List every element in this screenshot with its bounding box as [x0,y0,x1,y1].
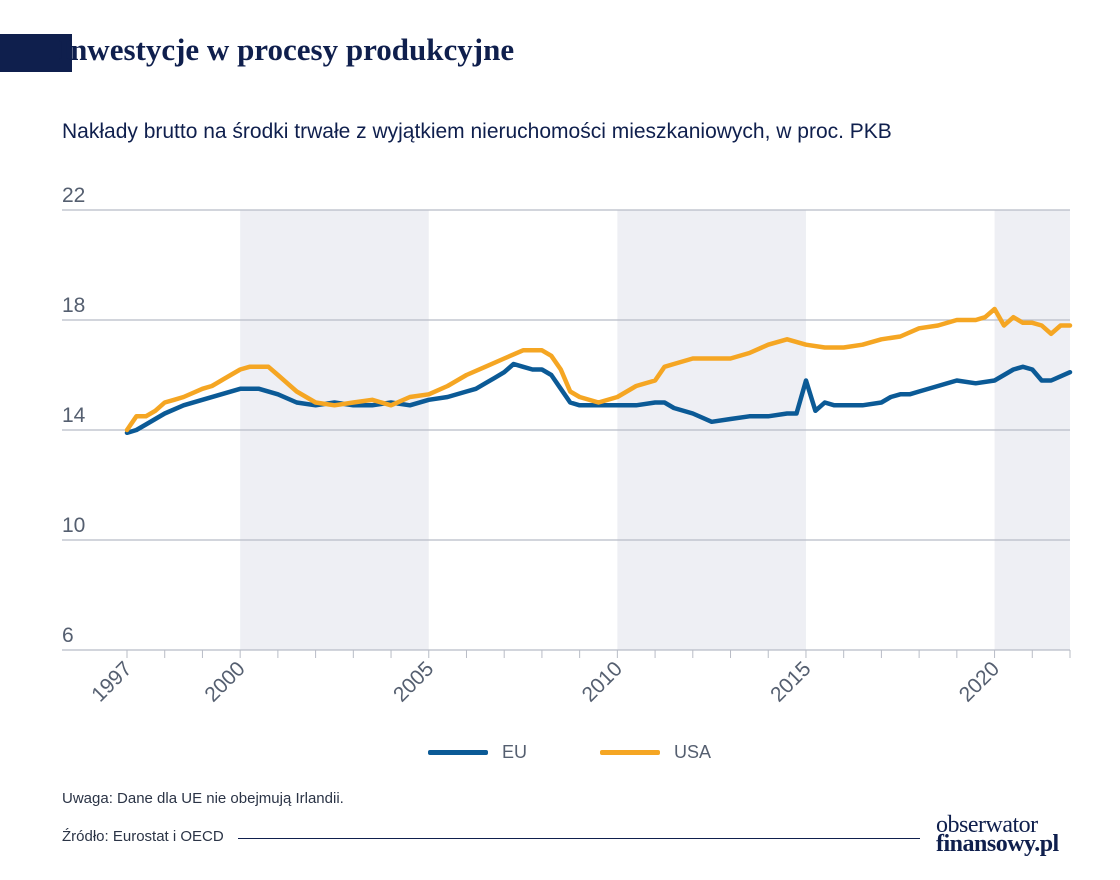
legend-swatch-eu [428,750,488,755]
x-tick-label-1: 2000 [200,657,249,706]
legend-item-usa: USA [600,742,711,763]
y-tick-label-1: 18 [62,294,85,317]
legend-label-usa: USA [674,742,712,762]
series-line-usa [124,306,1073,433]
x-tick-label-3: 2010 [578,657,627,706]
x-tick-label-4: 2015 [766,657,815,706]
y-tick-label-2: 14 [62,404,86,427]
chart-subtitle: Nakłady brutto na środki trwałe z wyjątk… [62,120,892,143]
x-tick-label-0: 1997 [87,657,136,706]
series-line-eu [124,361,1073,436]
legend-label-eu: EU [502,742,528,762]
x-tick-label-2: 2005 [389,657,438,706]
chart-source: Źródło: Eurostat i OECD [62,828,224,845]
line-chart: 22 18 14 10 6 1997 2000 2005 2010 2015 2020 [62,184,1073,707]
y-tick-label-3: 10 [62,514,85,537]
source-divider [238,838,920,839]
chart-note: Uwaga: Dane dla UE nie obejmują Irlandii… [62,790,344,807]
title-accent-bar [0,34,72,72]
logo-line-2: finansowy.pl [936,831,1059,857]
chart-title: Inwestycje w procesy produkcyjne [58,32,515,67]
y-tick-label-0: 22 [62,184,85,207]
legend-item-eu: EU [428,742,527,763]
publisher-logo: obserwator finansowy.pl [936,812,1076,857]
legend-swatch-usa [600,750,660,755]
logo-line-1: obserwator [936,812,1038,838]
x-tick-label-5: 2020 [955,657,1004,706]
y-tick-label-4: 6 [62,624,74,647]
